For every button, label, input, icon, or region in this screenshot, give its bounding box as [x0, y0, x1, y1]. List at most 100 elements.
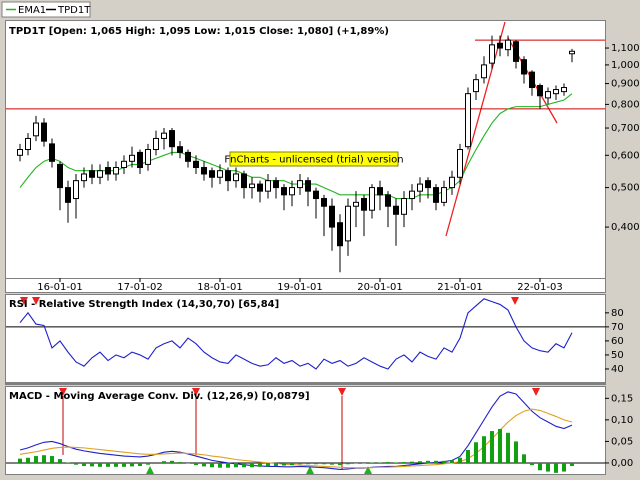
- candle-body: [217, 170, 223, 178]
- y-tick-label: 0,700: [611, 123, 640, 134]
- watermark-box: [229, 151, 399, 167]
- chart-title: MACD - Moving Average Conv. Div. (12,26,…: [9, 391, 310, 402]
- histogram-bar: [506, 432, 510, 463]
- histogram-bar: [194, 462, 198, 466]
- candle-body: [153, 137, 159, 151]
- candle-body: [409, 190, 415, 200]
- y-tick-label: 60: [611, 336, 624, 347]
- candle-body: [433, 187, 439, 203]
- chart-title: TPD1T [Open: 1,065 High: 1,095 Low: 1,01…: [9, 26, 389, 37]
- histogram-bar: [82, 462, 86, 466]
- histogram-bar: [458, 457, 462, 463]
- candle-body: [57, 163, 63, 189]
- histogram-bar: [426, 460, 430, 463]
- signal: [364, 466, 372, 474]
- candle-body: [569, 50, 575, 55]
- histogram-bar: [234, 462, 238, 468]
- candle-body: [497, 42, 503, 49]
- candle-body: [273, 180, 279, 189]
- marks: 0,400 0,500 0,600 0,700 0,800 0,900 1,000 1,100…: [6, 5, 640, 473]
- candle-body: [113, 167, 119, 175]
- histogram-bar: [514, 441, 518, 463]
- x-tick-label: 22-01-03: [517, 282, 562, 293]
- buy-signals: [146, 466, 372, 474]
- candle-body: [329, 205, 335, 228]
- sell-signals: [20, 297, 540, 396]
- histogram-bar: [226, 462, 230, 468]
- signal: [20, 297, 28, 305]
- histogram-bar: [554, 462, 558, 473]
- candle-body: [185, 151, 191, 162]
- histogram-bar: [330, 462, 334, 465]
- y-tick-label: 0,900: [611, 79, 640, 90]
- histogram-bar: [570, 462, 574, 466]
- candle-body: [129, 154, 135, 162]
- histogram-bar: [306, 462, 310, 465]
- candle-body: [369, 187, 375, 211]
- histogram-bar: [314, 462, 318, 465]
- histogram-bar: [202, 462, 206, 467]
- histogram-bar: [106, 462, 110, 467]
- candle-body: [65, 187, 71, 203]
- histogram-bar: [482, 436, 486, 463]
- histogram-bar: [74, 462, 78, 465]
- histogram-bar: [274, 462, 278, 466]
- histogram-bar: [298, 462, 302, 465]
- candle-body: [385, 194, 391, 207]
- histogram-bar: [338, 462, 342, 466]
- line: [19, 93, 573, 200]
- legend-label: EMA1: [18, 5, 46, 16]
- legend-label: TPD1T: [57, 5, 91, 16]
- histogram-bar: [42, 455, 46, 463]
- macd-panel: [5, 386, 606, 475]
- histogram-bar: [210, 462, 214, 468]
- candle-body: [401, 198, 407, 215]
- candle-body: [337, 222, 343, 247]
- signal: [32, 297, 40, 305]
- x-tick-label: 21-01-01: [437, 282, 482, 293]
- histogram-bar: [402, 462, 406, 463]
- y-tick-label: 0,05: [611, 436, 633, 447]
- histogram-bar: [386, 462, 390, 463]
- candle-body: [521, 59, 527, 75]
- candle-body: [377, 187, 383, 196]
- candle-body: [537, 85, 543, 97]
- y-tick-label: 40: [611, 364, 624, 375]
- candle-body: [17, 149, 23, 156]
- candle-body: [137, 151, 143, 169]
- candle-body: [177, 146, 183, 153]
- candle-body: [49, 143, 55, 162]
- x-tick-label: 17-01-02: [117, 282, 162, 293]
- candle-body: [161, 132, 167, 139]
- candle-body: [297, 180, 303, 189]
- candle-body: [81, 173, 87, 182]
- candle-body: [417, 183, 423, 192]
- candle-body: [393, 205, 399, 215]
- candle-body: [33, 122, 39, 137]
- candle-body: [281, 187, 287, 196]
- candle-body: [265, 180, 271, 192]
- candle-body: [169, 130, 175, 148]
- histogram-bar: [218, 462, 222, 468]
- y-tick-label: 0,15: [611, 393, 633, 404]
- histogram-bar: [562, 462, 566, 472]
- histogram-bar: [538, 462, 542, 471]
- histogram-bar: [490, 431, 494, 463]
- signal: [146, 466, 154, 474]
- candle-body: [209, 170, 215, 178]
- candle-body: [425, 180, 431, 189]
- candle-body: [105, 167, 111, 175]
- candle-body: [553, 89, 559, 95]
- histogram-bar: [58, 459, 62, 463]
- candle-body: [321, 198, 327, 207]
- y-tick-label: 50: [611, 350, 624, 361]
- y-tick-label: 80: [611, 308, 624, 319]
- candle-body: [305, 180, 311, 192]
- y-tick-label: 0,00: [611, 458, 633, 469]
- x-tick-label: 20-01-01: [357, 282, 402, 293]
- candle-body: [513, 41, 519, 62]
- y-tick-label: 0,400: [611, 222, 640, 233]
- histogram-bar: [26, 457, 30, 463]
- histogram-bar: [130, 462, 134, 467]
- y-tick-label: 0,800: [611, 99, 640, 110]
